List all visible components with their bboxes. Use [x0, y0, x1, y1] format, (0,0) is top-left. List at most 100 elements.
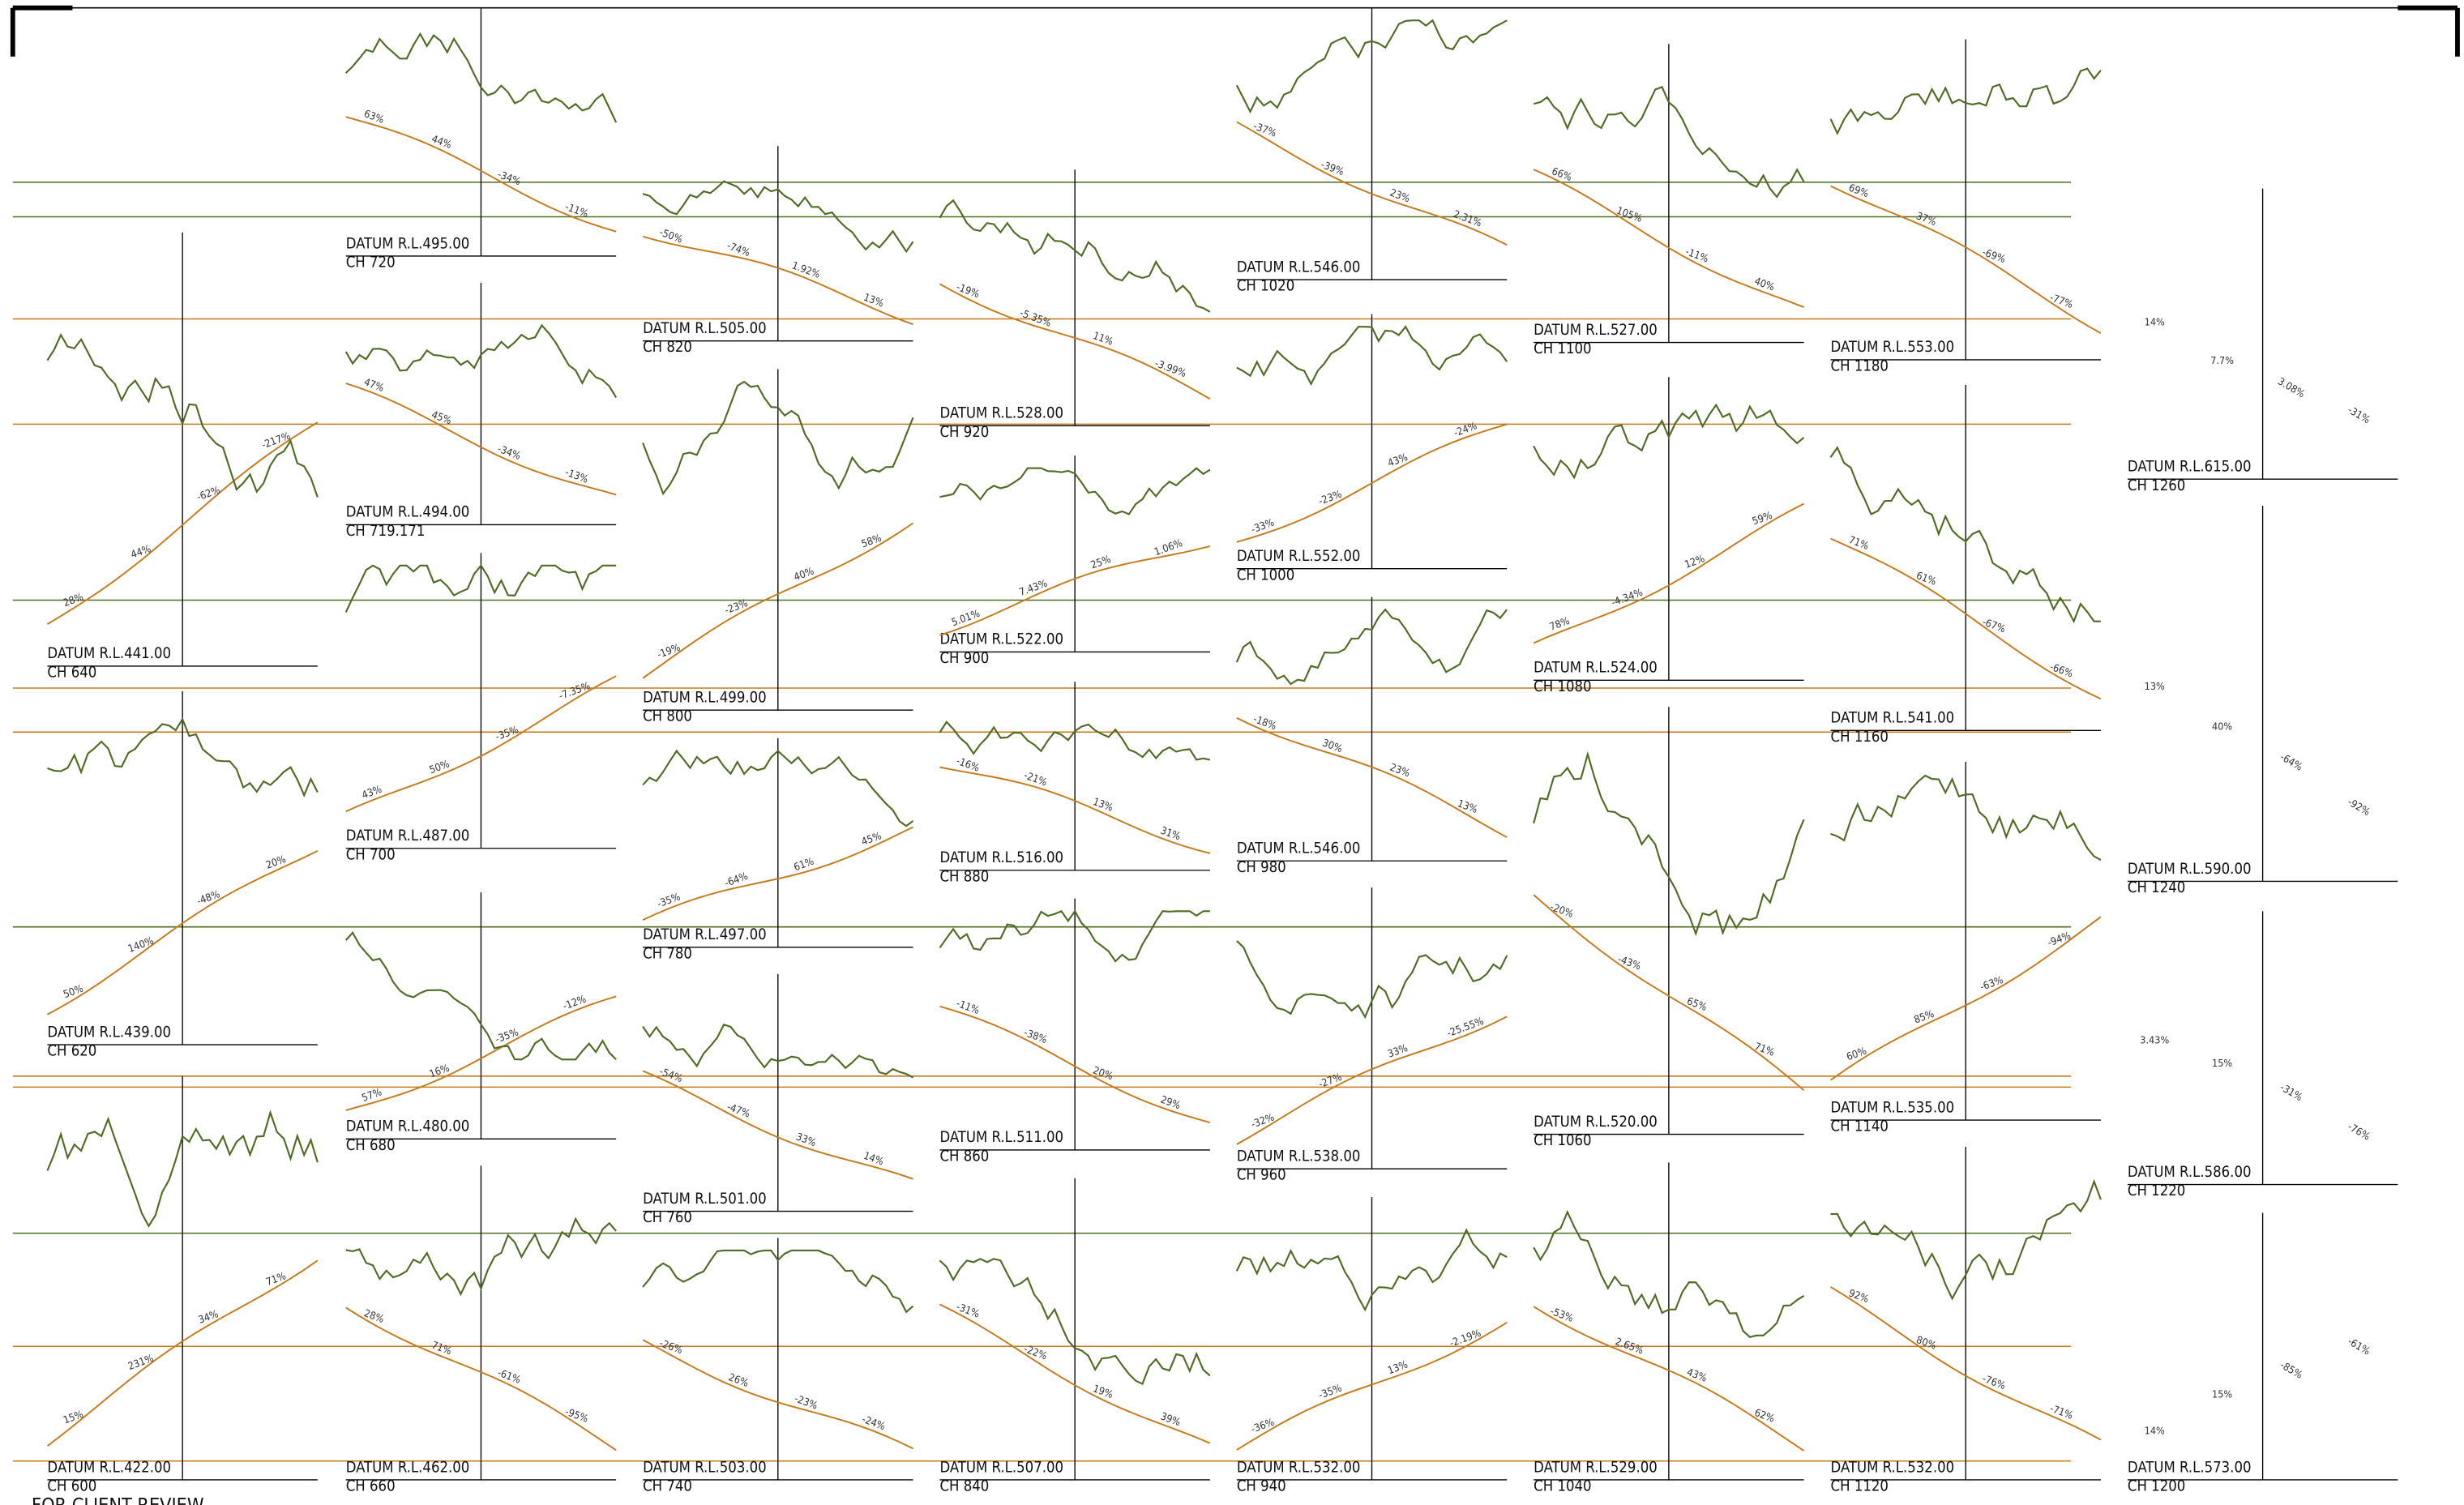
grade-label: 92% — [1847, 1286, 1871, 1305]
grade-label: 15% — [2212, 1388, 2232, 1400]
design-profile — [642, 826, 913, 921]
grade-label: 71% — [1753, 1040, 1777, 1058]
chainage-label: CH 1240 — [2128, 879, 2185, 896]
grade-label: 15% — [2212, 1057, 2232, 1069]
datum-label: DATUM R.L.553.00 — [1831, 339, 1955, 356]
grade-label: 13% — [2145, 680, 2165, 692]
grade-label: 19% — [1092, 1382, 1115, 1400]
grade-label: 14% — [2145, 1425, 2165, 1437]
ground-profile — [345, 1216, 617, 1297]
datum-label: DATUM R.L.532.00 — [1237, 1459, 1361, 1476]
datum-label: DATUM R.L.528.00 — [939, 405, 1063, 422]
design-profile — [1236, 423, 1508, 543]
ground-profile — [1235, 19, 1508, 114]
datum-label: DATUM R.L.507.00 — [939, 1459, 1063, 1476]
datum-label: DATUM R.L.511.00 — [939, 1129, 1063, 1146]
grade-label: 66% — [1551, 165, 1574, 183]
datum-label: DATUM R.L.501.00 — [643, 1191, 767, 1208]
grade-label: 44% — [430, 132, 454, 151]
ground-profile — [1533, 1209, 1805, 1338]
grade-label: 71% — [430, 1339, 454, 1357]
grade-label: 20% — [1092, 1064, 1115, 1083]
grade-label: 14% — [862, 1149, 886, 1168]
ground-profile — [1829, 67, 2102, 136]
grade-label: 13% — [1456, 797, 1479, 815]
design-profile — [642, 1339, 913, 1450]
design-profile — [1830, 537, 2102, 700]
design-profile — [642, 1070, 913, 1180]
design-profile — [46, 1259, 319, 1447]
datum-label: DATUM R.L.487.00 — [346, 827, 470, 844]
footer: FOR CLIENT REVIEW — [32, 1494, 203, 1505]
grade-label: 29% — [1159, 1093, 1183, 1112]
datum-label: DATUM R.L.499.00 — [643, 689, 767, 706]
design-profile — [939, 1005, 1211, 1124]
chainage-label: CH 600 — [47, 1478, 96, 1495]
datum-label: DATUM R.L.541.00 — [1831, 710, 1955, 727]
design-profile — [1236, 1015, 1508, 1145]
chainage-label: CH 1000 — [1237, 567, 1294, 584]
grade-label: 40% — [2212, 720, 2232, 733]
ground-profile — [1235, 1228, 1508, 1312]
ground-profile — [1830, 1178, 2102, 1301]
ground-profile — [344, 323, 618, 398]
datum-label: DATUM R.L.532.00 — [1831, 1459, 1955, 1476]
grade-label: 71% — [1847, 533, 1871, 552]
design-profile — [642, 522, 914, 679]
chainage-label: CH 719.171 — [346, 523, 426, 540]
design-profile — [46, 421, 319, 626]
chainage-label: CH 940 — [1237, 1478, 1286, 1495]
ground-profile — [939, 720, 1211, 761]
chainage-label: CH 1140 — [1831, 1118, 1889, 1135]
datum-label: DATUM R.L.524.00 — [1534, 660, 1658, 677]
grade-label: 26% — [727, 1370, 751, 1389]
design-profile — [1829, 916, 2102, 1081]
ground-profile — [1830, 774, 2102, 862]
datum-label: DATUM R.L.538.00 — [1237, 1148, 1361, 1165]
grade-label: 28% — [362, 1306, 386, 1325]
datum-label: DATUM R.L.522.00 — [939, 631, 1063, 648]
ground-profile — [642, 1249, 914, 1314]
chainage-label: CH 920 — [939, 424, 989, 441]
datum-label: DATUM R.L.520.00 — [1534, 1114, 1658, 1131]
grade-label: 13% — [1092, 795, 1115, 814]
chainage-label: CH 820 — [643, 339, 692, 356]
grade-label: 33% — [794, 1131, 818, 1149]
grade-label: 65% — [1685, 994, 1709, 1013]
chainage-label: CH 1160 — [1831, 729, 1889, 746]
ground-profile — [939, 199, 1211, 313]
ground-profile — [939, 467, 1211, 515]
ground-profile — [46, 1110, 319, 1228]
design-profile — [1830, 1286, 2102, 1441]
design-profile — [1830, 185, 2102, 334]
design-profile — [939, 283, 1211, 400]
ground-profile — [46, 332, 319, 498]
ground-profile — [1533, 750, 1805, 937]
design-profile — [345, 995, 617, 1111]
ground-profile — [642, 1023, 914, 1079]
grade-label: 37% — [1914, 209, 1938, 228]
grade-label: 80% — [1914, 1333, 1938, 1352]
long-lines — [12, 182, 2072, 1462]
chainage-label: CH 640 — [47, 664, 96, 681]
datum-label: DATUM R.L.573.00 — [2128, 1459, 2252, 1476]
grade-label: 43% — [1685, 1366, 1709, 1384]
grade-label: 63% — [362, 107, 386, 126]
datum-label: DATUM R.L.590.00 — [2128, 861, 2252, 878]
chainage-label: CH 1040 — [1534, 1478, 1591, 1495]
datum-label: DATUM R.L.495.00 — [346, 235, 470, 252]
ground-profile — [642, 749, 914, 827]
grade-label: 3.43% — [2140, 1034, 2169, 1046]
